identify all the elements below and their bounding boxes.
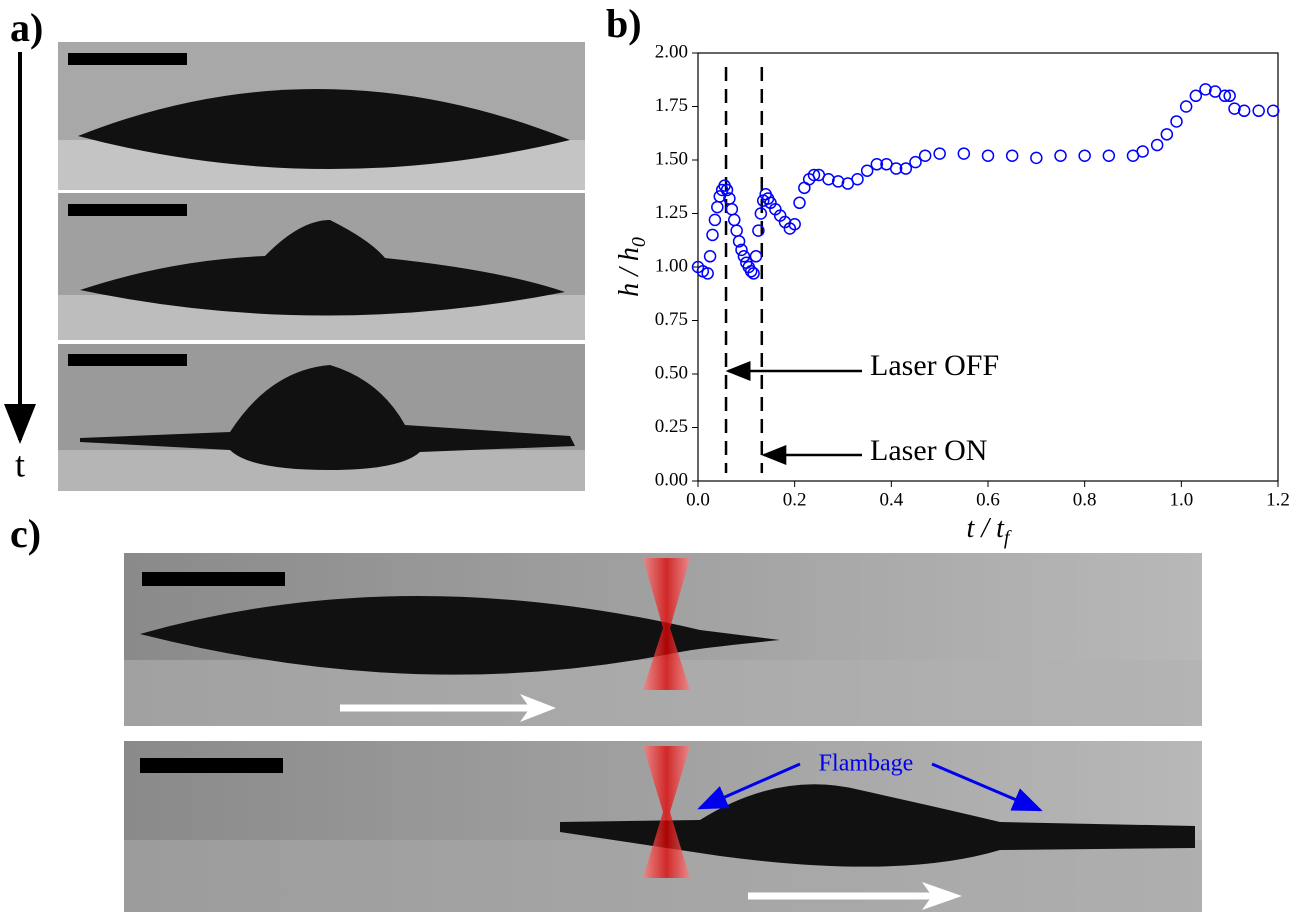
data-point [1160, 128, 1174, 141]
data-point [1189, 89, 1203, 103]
data-point [708, 213, 722, 227]
data-point [933, 147, 946, 160]
y-tick-label: 1.50 [655, 148, 688, 169]
photo-c1 [124, 553, 1202, 726]
data-point [1179, 100, 1193, 113]
data-point [1078, 149, 1091, 162]
photo-a2 [58, 193, 585, 340]
data-point [732, 235, 746, 248]
y-tick-label: 1.75 [655, 95, 688, 116]
plot-frame [697, 52, 1279, 482]
y-tick-label: 1.00 [655, 255, 688, 276]
x-tick-label: 0.0 [686, 489, 710, 510]
data-point [706, 228, 719, 242]
data-point [870, 158, 884, 171]
data-point [1030, 151, 1043, 165]
data-point [701, 267, 714, 280]
data-point [860, 164, 874, 177]
y-axis-label-main: h / h [614, 247, 645, 297]
data-point [1005, 149, 1019, 162]
data-point [1136, 145, 1149, 158]
data-point [1252, 104, 1265, 118]
data-point [730, 224, 743, 237]
photo-a3 [58, 344, 585, 491]
x-tick-label: 0.8 [1073, 489, 1097, 510]
data-point [899, 162, 913, 175]
y-axis-label: h / h0 [614, 237, 649, 297]
photo-a1 [58, 42, 585, 190]
time-label: t [15, 444, 25, 484]
data-point [703, 250, 717, 263]
panel-label: c) [10, 511, 41, 556]
y-axis-label-sub: 0 [628, 237, 650, 247]
panel-label: a) [10, 5, 43, 50]
y-tick-label: 0.50 [655, 362, 688, 383]
data-point [1199, 83, 1212, 96]
annotation: Laser OFF [870, 349, 999, 382]
panel-label: b) [606, 1, 642, 46]
data-point [822, 173, 835, 186]
data-point [1054, 149, 1067, 162]
data-point [749, 250, 763, 263]
x-tick-label: 1.2 [1266, 489, 1290, 510]
data-point [737, 250, 751, 263]
data-point [744, 265, 758, 278]
x-axis-label-sub: f [1004, 527, 1012, 549]
x-axis-label-main: t / t [967, 513, 1006, 544]
data-point [1237, 104, 1251, 118]
data-point [752, 224, 765, 237]
y-tick-label: 2.00 [655, 41, 688, 62]
data-point [1218, 89, 1232, 103]
y-tick-label: 1.25 [655, 202, 688, 223]
x-tick-label: 0.4 [879, 489, 903, 510]
data-point [889, 162, 903, 175]
data-point [957, 147, 971, 160]
data-point [909, 155, 922, 169]
data-point [1266, 104, 1280, 118]
data-point [735, 243, 748, 257]
data-point [851, 173, 864, 186]
data-point [1223, 89, 1236, 103]
data-point [831, 175, 845, 188]
annotation: Laser ON [870, 434, 987, 467]
data-point [713, 190, 726, 203]
y-tick-label: 0.25 [655, 416, 688, 437]
data-point [793, 196, 806, 210]
data-point [711, 200, 724, 214]
data-point [1170, 115, 1183, 128]
flambage-label: Flambage [819, 751, 914, 777]
y-tick-label: 0.75 [655, 309, 688, 330]
data-point [728, 213, 741, 227]
y-tick-label: 0.00 [655, 469, 688, 490]
x-axis-label: t / tf [967, 513, 1012, 548]
data-point [807, 168, 821, 182]
data-point [918, 149, 932, 162]
data-point [1150, 138, 1164, 152]
data-point [1228, 102, 1241, 115]
data-point [754, 207, 768, 220]
data-point [1102, 149, 1116, 162]
data-point [725, 202, 739, 216]
photo-c2 [124, 741, 1202, 912]
x-tick-label: 0.2 [783, 489, 807, 510]
data-point [981, 149, 995, 162]
x-tick-label: 1.0 [1169, 489, 1193, 510]
x-tick-label: 0.6 [976, 489, 1000, 510]
data-point [720, 183, 734, 197]
data-point [788, 217, 801, 231]
data-point [747, 267, 760, 280]
